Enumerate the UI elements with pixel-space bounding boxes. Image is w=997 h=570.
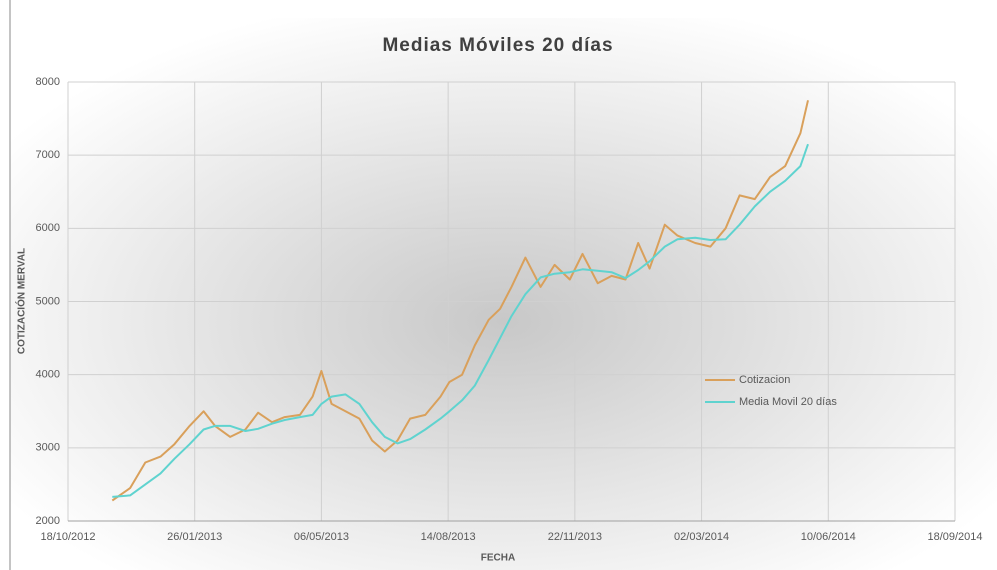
x-axis-title: FECHA xyxy=(481,553,515,564)
series-line xyxy=(112,143,809,498)
chart-background xyxy=(10,18,997,570)
y-tick-label: 4000 xyxy=(36,369,60,381)
y-tick-label: 7000 xyxy=(36,149,60,161)
y-axis-title: COTIZACIÓN MERVAL xyxy=(15,248,28,354)
chart-title: Medias Móviles 20 días xyxy=(382,35,613,56)
y-tick-label: 3000 xyxy=(36,442,60,454)
x-tick-label: 02/03/2014 xyxy=(674,531,729,543)
x-tick-label: 10/06/2014 xyxy=(801,531,856,543)
y-tick-label: 8000 xyxy=(36,76,60,88)
legend-label: Cotizacion xyxy=(739,374,790,386)
legend-label: Media Movil 20 días xyxy=(739,396,837,408)
x-tick-label: 14/08/2013 xyxy=(421,531,476,543)
y-tick-label: 5000 xyxy=(36,295,60,307)
x-tick-label: 22/11/2013 xyxy=(548,531,602,543)
x-tick-label: 06/05/2013 xyxy=(294,531,349,543)
y-tick-label: 2000 xyxy=(36,515,60,527)
x-tick-label: 18/10/2012 xyxy=(40,531,95,543)
y-tick-label: 6000 xyxy=(36,222,60,234)
x-tick-label: 26/01/2013 xyxy=(167,531,222,543)
x-tick-label: 18/09/2014 xyxy=(927,531,982,543)
